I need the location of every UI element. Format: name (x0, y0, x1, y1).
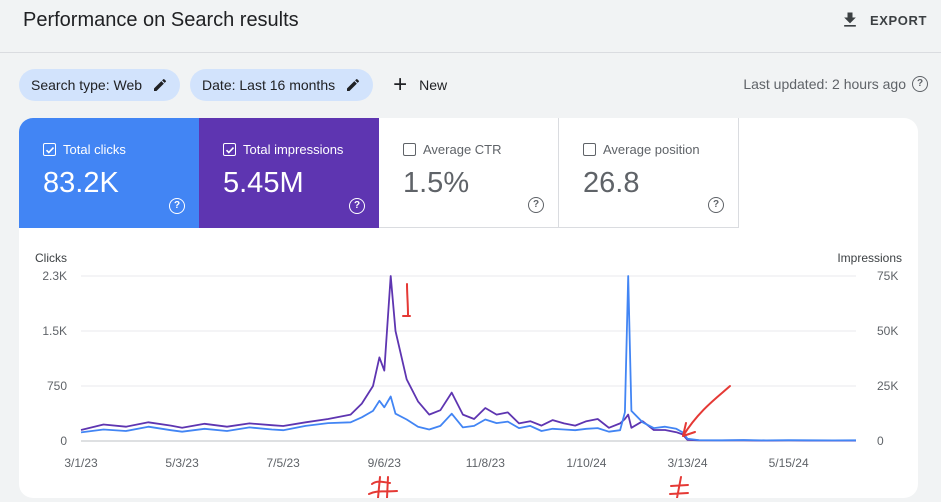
help-icon[interactable]: ? (912, 76, 928, 92)
last-updated-text: Last updated: 2 hours ago (743, 76, 906, 92)
x-tick-label: 5/15/24 (769, 456, 809, 470)
right-tick-label: 50K (877, 324, 898, 338)
x-tick-label: 3/1/23 (64, 456, 98, 470)
left-tick-label: 2.3K (42, 269, 67, 283)
x-tick-label: 1/10/24 (566, 456, 606, 470)
performance-card: Total clicks 83.2K ? Total impressions 5… (19, 118, 918, 498)
gridlines (81, 275, 856, 442)
left-tick-label: 1.5K (42, 324, 67, 338)
date-label: Date: Last 16 months (202, 77, 336, 93)
checkbox-unchecked-icon[interactable] (583, 143, 596, 156)
help-icon[interactable]: ? (169, 198, 185, 214)
x-tick-label: 9/6/23 (368, 456, 402, 470)
metric-label: Total impressions (243, 142, 344, 157)
help-icon[interactable]: ? (528, 197, 544, 213)
last-updated: Last updated: 2 hours ago ? (743, 76, 928, 92)
page-header: Performance on Search results EXPORT (0, 0, 941, 53)
search-type-label: Search type: Web (31, 77, 143, 93)
page-title: Performance on Search results (23, 9, 299, 31)
checkbox-checked-icon[interactable] (43, 143, 56, 156)
metric-total-clicks[interactable]: Total clicks 83.2K ? (19, 118, 199, 228)
metric-value: 26.8 (583, 167, 640, 199)
left-tick-label: 0 (60, 434, 67, 448)
edit-icon (347, 78, 360, 91)
annotation-mark-sep (402, 283, 411, 317)
export-button[interactable]: EXPORT (840, 10, 927, 30)
metric-total-impressions[interactable]: Total impressions 5.45M ? (199, 118, 379, 228)
x-tick-label: 7/5/23 (266, 456, 300, 470)
x-tick-label: 3/13/24 (667, 456, 707, 470)
right-axis-title: Impressions (837, 251, 902, 265)
series-line-impressions (80, 275, 856, 442)
left-axis-title: Clicks (35, 251, 67, 265)
checkbox-unchecked-icon[interactable] (403, 143, 416, 156)
right-tick-label: 75K (877, 269, 898, 283)
right-tick-label: 0 (877, 434, 884, 448)
date-chip[interactable]: Date: Last 16 months (190, 69, 374, 101)
metric-value: 1.5% (403, 167, 470, 199)
help-icon[interactable]: ? (349, 198, 365, 214)
annotations (368, 283, 731, 498)
metric-label: Total clicks (63, 142, 126, 157)
performance-chart[interactable]: Clicks Impressions 0 750 1.5K 2.3K 0 25K 50K 7… (19, 228, 918, 498)
metric-average-position[interactable]: Average position 26.8 ? (559, 118, 739, 228)
right-tick-label: 25K (877, 379, 898, 393)
checkbox-checked-icon[interactable] (223, 143, 236, 156)
right-axis-ticks: 0 25K 50K 75K (877, 269, 898, 448)
search-type-chip[interactable]: Search type: Web (19, 69, 181, 101)
metric-average-ctr[interactable]: Average CTR 1.5% ? (379, 118, 559, 228)
new-filter-button[interactable]: + New (393, 71, 448, 98)
annotation-arrow (682, 385, 731, 437)
new-filter-label: New (419, 77, 448, 93)
annotation-hash-mar (669, 476, 689, 498)
metric-value: 5.45M (223, 167, 304, 199)
series-line-clicks (80, 275, 857, 442)
annotation-hash-sep (368, 476, 398, 498)
download-icon (844, 12, 856, 27)
metric-label: Average position (603, 142, 700, 157)
left-axis-ticks: 0 750 1.5K 2.3K (42, 269, 67, 448)
edit-icon (154, 78, 167, 91)
help-icon[interactable]: ? (708, 197, 724, 213)
x-tick-label: 11/8/23 (466, 456, 505, 470)
x-axis-ticks: 3/1/23 5/3/23 7/5/23 9/6/23 11/8/23 1/10/24 3/… (64, 456, 809, 470)
plus-icon: + (393, 71, 408, 98)
series-lines (80, 275, 857, 442)
filter-bar: Search type: Web Date: Last 16 months + … (19, 69, 447, 101)
left-tick-label: 750 (47, 379, 67, 393)
metric-value: 83.2K (43, 167, 119, 199)
metric-label: Average CTR (423, 142, 502, 157)
x-tick-label: 5/3/23 (165, 456, 199, 470)
export-label: EXPORT (869, 12, 927, 28)
